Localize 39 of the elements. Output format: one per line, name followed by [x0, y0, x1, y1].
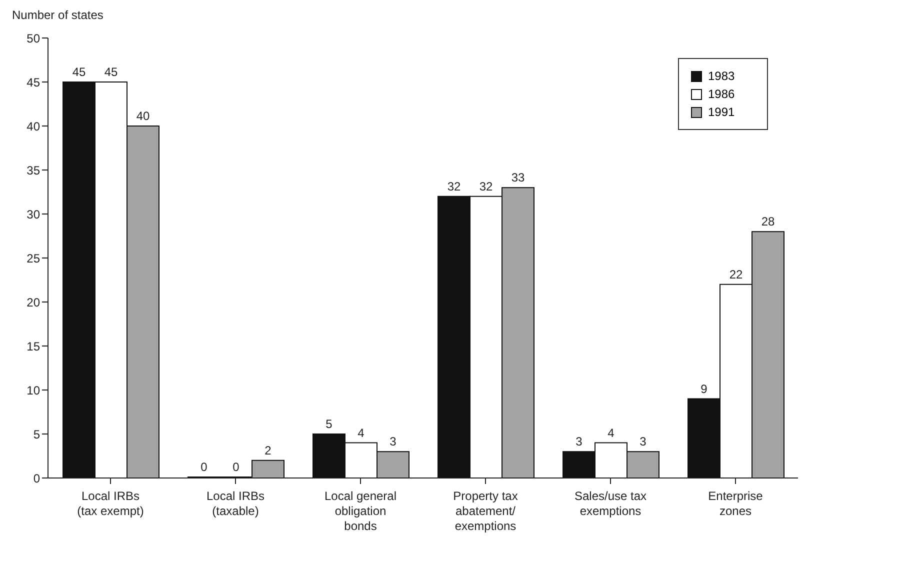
x-tick-label: Local general obligation bonds — [324, 489, 397, 533]
y-tick-label: 25 — [26, 251, 40, 266]
data-label: 33 — [511, 170, 525, 185]
data-label: 3 — [390, 434, 397, 449]
data-label: 32 — [479, 179, 493, 194]
x-tick-label: Enterprise zones — [708, 489, 764, 518]
y-tick-label: 50 — [26, 31, 40, 46]
legend-label: 1983 — [708, 69, 735, 83]
legend-label: 1991 — [708, 105, 735, 119]
legend-label: 1986 — [708, 87, 735, 101]
data-label: 2 — [264, 443, 272, 458]
x-tick-label: Property tax abatement/ exemptions — [453, 489, 518, 533]
data-label: 45 — [72, 65, 86, 79]
y-tick-label: 10 — [26, 383, 40, 398]
data-label: 0 — [200, 460, 208, 474]
y-axis-title: Number of states — [12, 8, 104, 22]
y-tick-label: 45 — [26, 75, 40, 90]
data-label: 5 — [326, 417, 333, 431]
x-tick-label: Local IRBs (tax exempt) — [77, 489, 144, 518]
x-tick-label: Local IRBs (taxable) — [206, 489, 265, 518]
data-label: 4 — [608, 426, 615, 440]
data-label: 32 — [447, 179, 461, 194]
data-label: 22 — [729, 267, 743, 282]
y-tick-label: 35 — [26, 163, 40, 178]
y-tick-label: 30 — [26, 207, 40, 222]
data-label: 28 — [761, 214, 775, 229]
y-tick-label: 40 — [26, 119, 40, 134]
y-tick-label: 5 — [33, 427, 40, 442]
data-label: 9 — [700, 382, 708, 396]
data-label: 3 — [576, 434, 583, 449]
y-tick-label: 20 — [26, 295, 40, 310]
data-label: 4 — [358, 426, 365, 440]
y-tick-label: 0 — [33, 471, 40, 486]
y-tick-label: 15 — [26, 339, 40, 354]
data-label: 40 — [136, 109, 150, 123]
data-label: 3 — [640, 434, 647, 449]
x-tick-label: Sales/use tax exemptions — [574, 489, 647, 518]
data-label: 45 — [104, 65, 118, 79]
data-label: 0 — [232, 460, 240, 474]
